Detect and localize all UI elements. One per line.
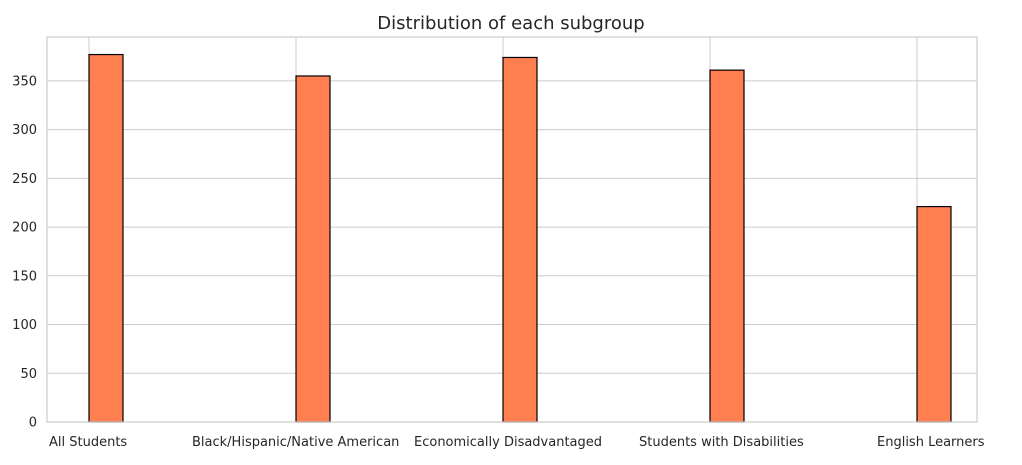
bar: [88, 53, 124, 423]
y-tick-label: 50: [20, 367, 37, 382]
y-tick-label: 350: [12, 74, 37, 89]
y-tick-label: 150: [12, 269, 37, 284]
y-tick-label: 100: [12, 318, 37, 333]
bar: [709, 69, 745, 423]
x-tick-label: Students with Disabilities: [639, 435, 804, 450]
y-tick-label: 300: [12, 123, 37, 138]
y-axis-tick-labels: 0 50 100 150 200 250 300 350: [12, 74, 37, 430]
x-tick-label: Economically Disadvantaged: [414, 435, 602, 450]
x-tick-label: All Students: [49, 435, 127, 450]
y-tick-label: 250: [12, 172, 37, 187]
chart-title: Distribution of each subgroup: [377, 13, 644, 34]
x-tick-label: Black/Hispanic/Native American: [192, 435, 399, 450]
plot-frame: [46, 36, 978, 423]
y-tick-label: 0: [29, 416, 37, 431]
bars-layer: [88, 53, 952, 423]
y-tick-label: 200: [12, 221, 37, 236]
x-tick-label: English Learners: [877, 435, 985, 450]
bar: [916, 205, 952, 423]
bar: [295, 75, 331, 423]
x-axis-tick-labels: All Students Black/Hispanic/Native Americ…: [49, 435, 985, 450]
bar: [502, 56, 538, 423]
